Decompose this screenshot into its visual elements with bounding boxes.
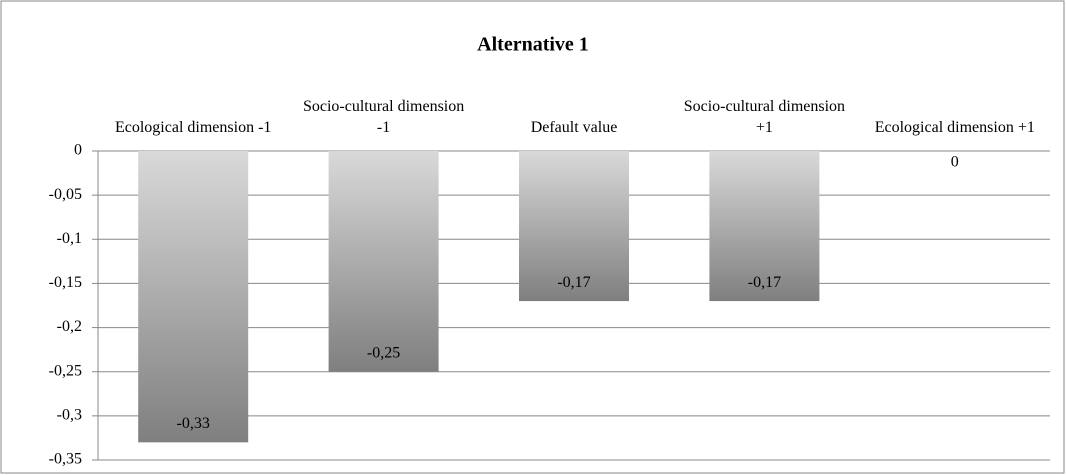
y-tick-label: -0,3 xyxy=(57,407,82,424)
bar xyxy=(519,151,629,302)
chart-title: Alternative 1 xyxy=(477,34,589,56)
category-label: Default value xyxy=(530,119,618,136)
data-label: -0,17 xyxy=(748,274,781,291)
bar xyxy=(328,151,439,372)
data-label: -0,17 xyxy=(557,274,590,291)
category-label: Socio-cultural dimension +1 xyxy=(683,98,846,136)
category-label: Socio-cultural dimension -1 xyxy=(302,98,465,136)
data-label: 0 xyxy=(951,154,959,171)
y-tick-label: -0,2 xyxy=(57,318,82,335)
data-label: -0,33 xyxy=(177,415,210,432)
y-tick-label: 0 xyxy=(74,142,82,159)
category-label: Ecological dimension +1 xyxy=(874,119,1035,136)
y-tick-label: -0,25 xyxy=(49,362,82,379)
data-label: -0,25 xyxy=(367,344,400,361)
category-label: Ecological dimension -1 xyxy=(114,119,272,136)
y-tick-label: -0,1 xyxy=(57,230,82,247)
y-tick-label: -0,15 xyxy=(49,274,82,291)
bar xyxy=(709,151,820,302)
y-tick-label: -0,05 xyxy=(49,186,82,203)
bar xyxy=(138,151,249,443)
y-tick-label: -0,35 xyxy=(49,451,82,468)
